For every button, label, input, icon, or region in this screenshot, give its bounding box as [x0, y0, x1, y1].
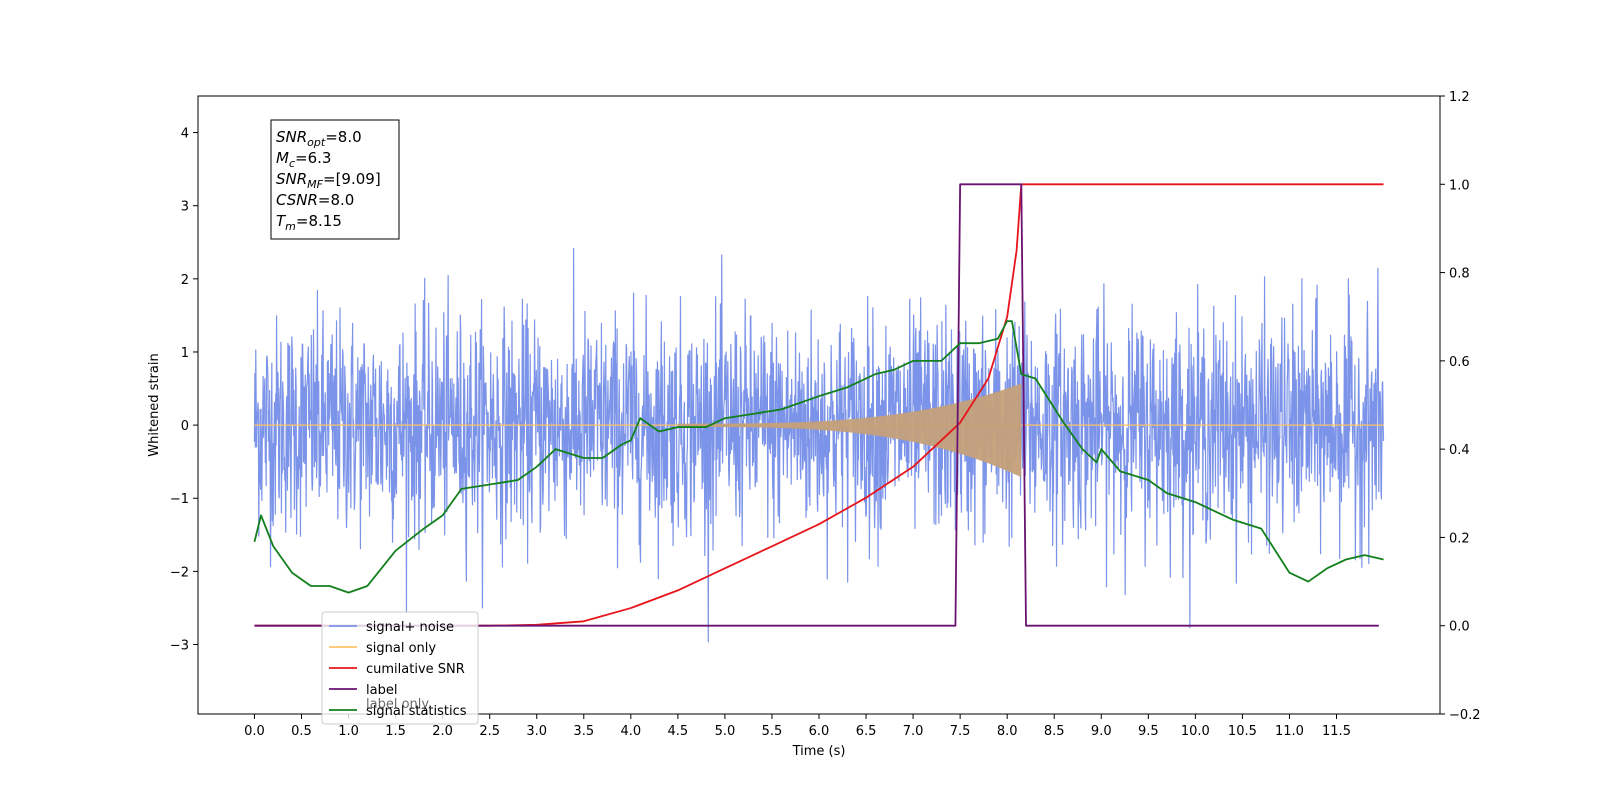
x-tick-label: 3.0	[526, 724, 547, 739]
x-tick-label: 1.5	[385, 724, 406, 739]
y2-tick-label: 0.4	[1449, 443, 1470, 458]
annotation-frame	[270, 119, 400, 240]
series-label	[254, 183, 1379, 627]
y-tick-label: 0	[181, 419, 189, 434]
y2-tick-label: 0.6	[1449, 355, 1470, 370]
x-axis-label: Time (s)	[792, 744, 846, 759]
y-tick-label: −1	[170, 492, 189, 507]
noise-line	[253, 248, 1385, 643]
x-tick-label: 4.0	[620, 724, 641, 739]
x-tick-label: 5.0	[715, 724, 736, 739]
x-tick-label: 6.0	[809, 724, 830, 739]
x-tick-label: 8.0	[997, 724, 1018, 739]
x-tick-label: 3.5	[573, 724, 594, 739]
tick-labels: 0.0 0.5 1.0 1.5 2.0 2.5 3.0 3.5 4.0 4.5 5.0 5.5 6.0 6…	[170, 90, 1481, 739]
x-tick-label: 2.0	[432, 724, 453, 739]
x-tick-label: 9.0	[1091, 724, 1112, 739]
x-tick-label: 7.0	[903, 724, 924, 739]
x-tick-label: 11.5	[1322, 724, 1351, 739]
y-tick-label: 4	[181, 127, 189, 142]
legend-entry-label: signal only	[366, 641, 436, 656]
x-tick-label: 4.5	[668, 724, 689, 739]
x-tick-label: 10.0	[1181, 724, 1210, 739]
annotation-line: CSNR=8.0	[276, 191, 354, 209]
legend: signal+ noise signal only cumilative SNR la…	[321, 611, 479, 725]
legend-entry-label: signal+ noise	[366, 620, 454, 635]
annotation-line: SNRMF=[9.09]	[276, 170, 381, 191]
noise-series	[253, 248, 1385, 643]
annotation-line: Tm=8.15	[276, 212, 342, 233]
x-tick-label: 1.0	[338, 724, 359, 739]
x-tick-label: 10.5	[1228, 724, 1257, 739]
y-tick-label: 3	[181, 200, 189, 215]
x-tick-label: 0.5	[291, 724, 312, 739]
y2-tick-label: 0.8	[1449, 267, 1470, 282]
y2-tick-label: 1.0	[1449, 178, 1470, 193]
y-axis-label: Whitened strain	[147, 353, 162, 456]
line-series-group	[253, 183, 1384, 627]
annotation-line: Mc=6.3	[276, 149, 331, 170]
x-tick-label: 11.0	[1275, 724, 1304, 739]
y2-tick-label: 1.2	[1449, 90, 1470, 105]
series-signal-statistics	[253, 320, 1384, 594]
signal-only-series	[254, 383, 1384, 478]
x-tick-label: 6.5	[856, 724, 877, 739]
y-tick-label: 2	[181, 273, 189, 288]
annotation-line: SNRopt=8.0	[276, 128, 362, 149]
y2-tick-label: 0.0	[1449, 620, 1470, 635]
y-tick-label: −2	[170, 565, 189, 580]
y2-tick-label: −0.2	[1449, 708, 1481, 723]
x-tick-label: 8.5	[1044, 724, 1065, 739]
y2-tick-label: 0.2	[1449, 531, 1470, 546]
signal-chirp	[677, 383, 1022, 478]
legend-entry-label: label	[366, 683, 397, 698]
x-tick-label: 7.5	[950, 724, 971, 739]
x-tick-label: 2.5	[479, 724, 500, 739]
legend-entry-label: signal statistics	[366, 704, 467, 719]
legend-entry-label: cumilative SNR	[366, 662, 465, 677]
y-tick-label: −3	[170, 639, 189, 654]
series-cumilative-snr	[254, 183, 1384, 627]
x-tick-label: 5.5	[762, 724, 783, 739]
legend-hidden-label: label only	[366, 697, 429, 712]
x-tick-label: 0.0	[244, 724, 265, 739]
legend-frame	[321, 611, 479, 725]
x-tick-label: 9.5	[1138, 724, 1159, 739]
y-tick-label: 1	[181, 346, 189, 361]
